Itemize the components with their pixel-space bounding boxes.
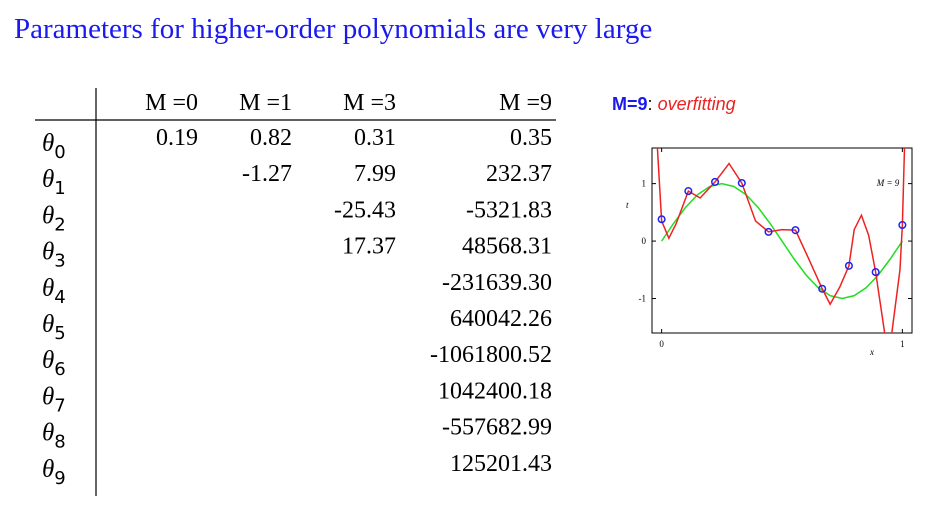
data-point (657, 215, 666, 224)
row-label: θ1 (42, 166, 66, 199)
theta-index: 0 (54, 142, 65, 163)
row-label: θ8 (42, 420, 66, 453)
legend: M = 9 (876, 178, 900, 188)
row-label: θ9 (42, 456, 66, 489)
row-label: θ3 (42, 239, 66, 272)
theta-symbol: θ (42, 239, 54, 266)
x-axis-label: x (869, 347, 874, 357)
table-cell: 0.35 (510, 125, 552, 151)
y-axis-label: t (626, 200, 629, 210)
theta-index: 7 (54, 395, 65, 416)
theta-symbol: θ (42, 347, 54, 374)
theta-index: 3 (54, 251, 65, 272)
data-point (898, 220, 907, 230)
table-cell: 0.19 (156, 125, 198, 151)
data-point (844, 261, 853, 270)
theta-index: 1 (54, 178, 65, 199)
row-label: θ0 (42, 130, 66, 163)
theta-symbol: θ (42, 311, 54, 338)
theta-symbol: θ (42, 166, 54, 193)
table-cell: 17.37 (342, 234, 396, 260)
chart: M = 9 x t 0 1 -1 0 1 (626, 147, 913, 357)
data-point (684, 187, 693, 196)
x-tick-label: 0 (659, 339, 664, 349)
theta-index: 8 (54, 432, 65, 453)
row-label: θ7 (42, 383, 66, 416)
theta-index: 6 (54, 359, 65, 380)
column-header: M =3 (343, 90, 396, 116)
data-point (818, 284, 827, 293)
table-cell: -25.43 (334, 197, 396, 223)
table-cell: -557682.99 (442, 415, 552, 441)
row-label: θ6 (42, 347, 66, 380)
table-cell: 125201.43 (450, 451, 552, 477)
column-header: M =0 (145, 90, 198, 116)
data-point (737, 178, 746, 188)
table-cell: -1061800.52 (430, 342, 552, 368)
table-cell: 48568.31 (462, 234, 552, 260)
theta-symbol: θ (42, 383, 54, 410)
row-label: θ4 (42, 275, 66, 308)
caption-note: overfitting (658, 94, 736, 114)
curve (661, 182, 903, 300)
table-cell: -231639.30 (442, 270, 552, 296)
caption-label: M=9 (612, 94, 648, 114)
theta-symbol: θ (42, 130, 54, 157)
table-cell: 0.31 (354, 125, 396, 151)
row-label: θ5 (42, 311, 66, 344)
data-point (791, 226, 800, 235)
theta-index: 5 (54, 323, 65, 344)
caption: M=9: overfitting (612, 94, 736, 114)
row-label: θ2 (42, 202, 66, 235)
table-cell: -5321.83 (466, 197, 552, 223)
slide-title: Parameters for higher-order polynomials … (14, 13, 652, 45)
data-point (871, 268, 880, 277)
table-cell: 640042.26 (450, 306, 552, 332)
curve (656, 148, 906, 333)
plot-area (656, 148, 906, 333)
column-header: M =1 (239, 90, 292, 116)
y-tick-label: 0 (642, 236, 647, 246)
theta-symbol: θ (42, 275, 54, 302)
data-point (711, 177, 720, 186)
x-tick-label: 1 (900, 339, 905, 349)
caption-separator: : (648, 94, 653, 114)
y-tick-label: 1 (642, 179, 647, 189)
theta-index: 9 (54, 468, 65, 489)
theta-index: 4 (54, 287, 65, 308)
table-cell: 232.37 (486, 161, 552, 187)
table-cell: 0.82 (250, 125, 292, 151)
theta-symbol: θ (42, 456, 54, 483)
theta-symbol: θ (42, 420, 54, 447)
table-cell: 7.99 (354, 161, 396, 187)
theta-index: 2 (54, 214, 65, 235)
data-point (764, 227, 773, 236)
theta-symbol: θ (42, 202, 54, 229)
table-cell: 1042400.18 (438, 378, 552, 404)
column-header: M =9 (499, 90, 552, 116)
y-tick-label: -1 (639, 294, 647, 304)
plot-frame (651, 147, 913, 334)
table-cell: -1.27 (242, 161, 292, 187)
